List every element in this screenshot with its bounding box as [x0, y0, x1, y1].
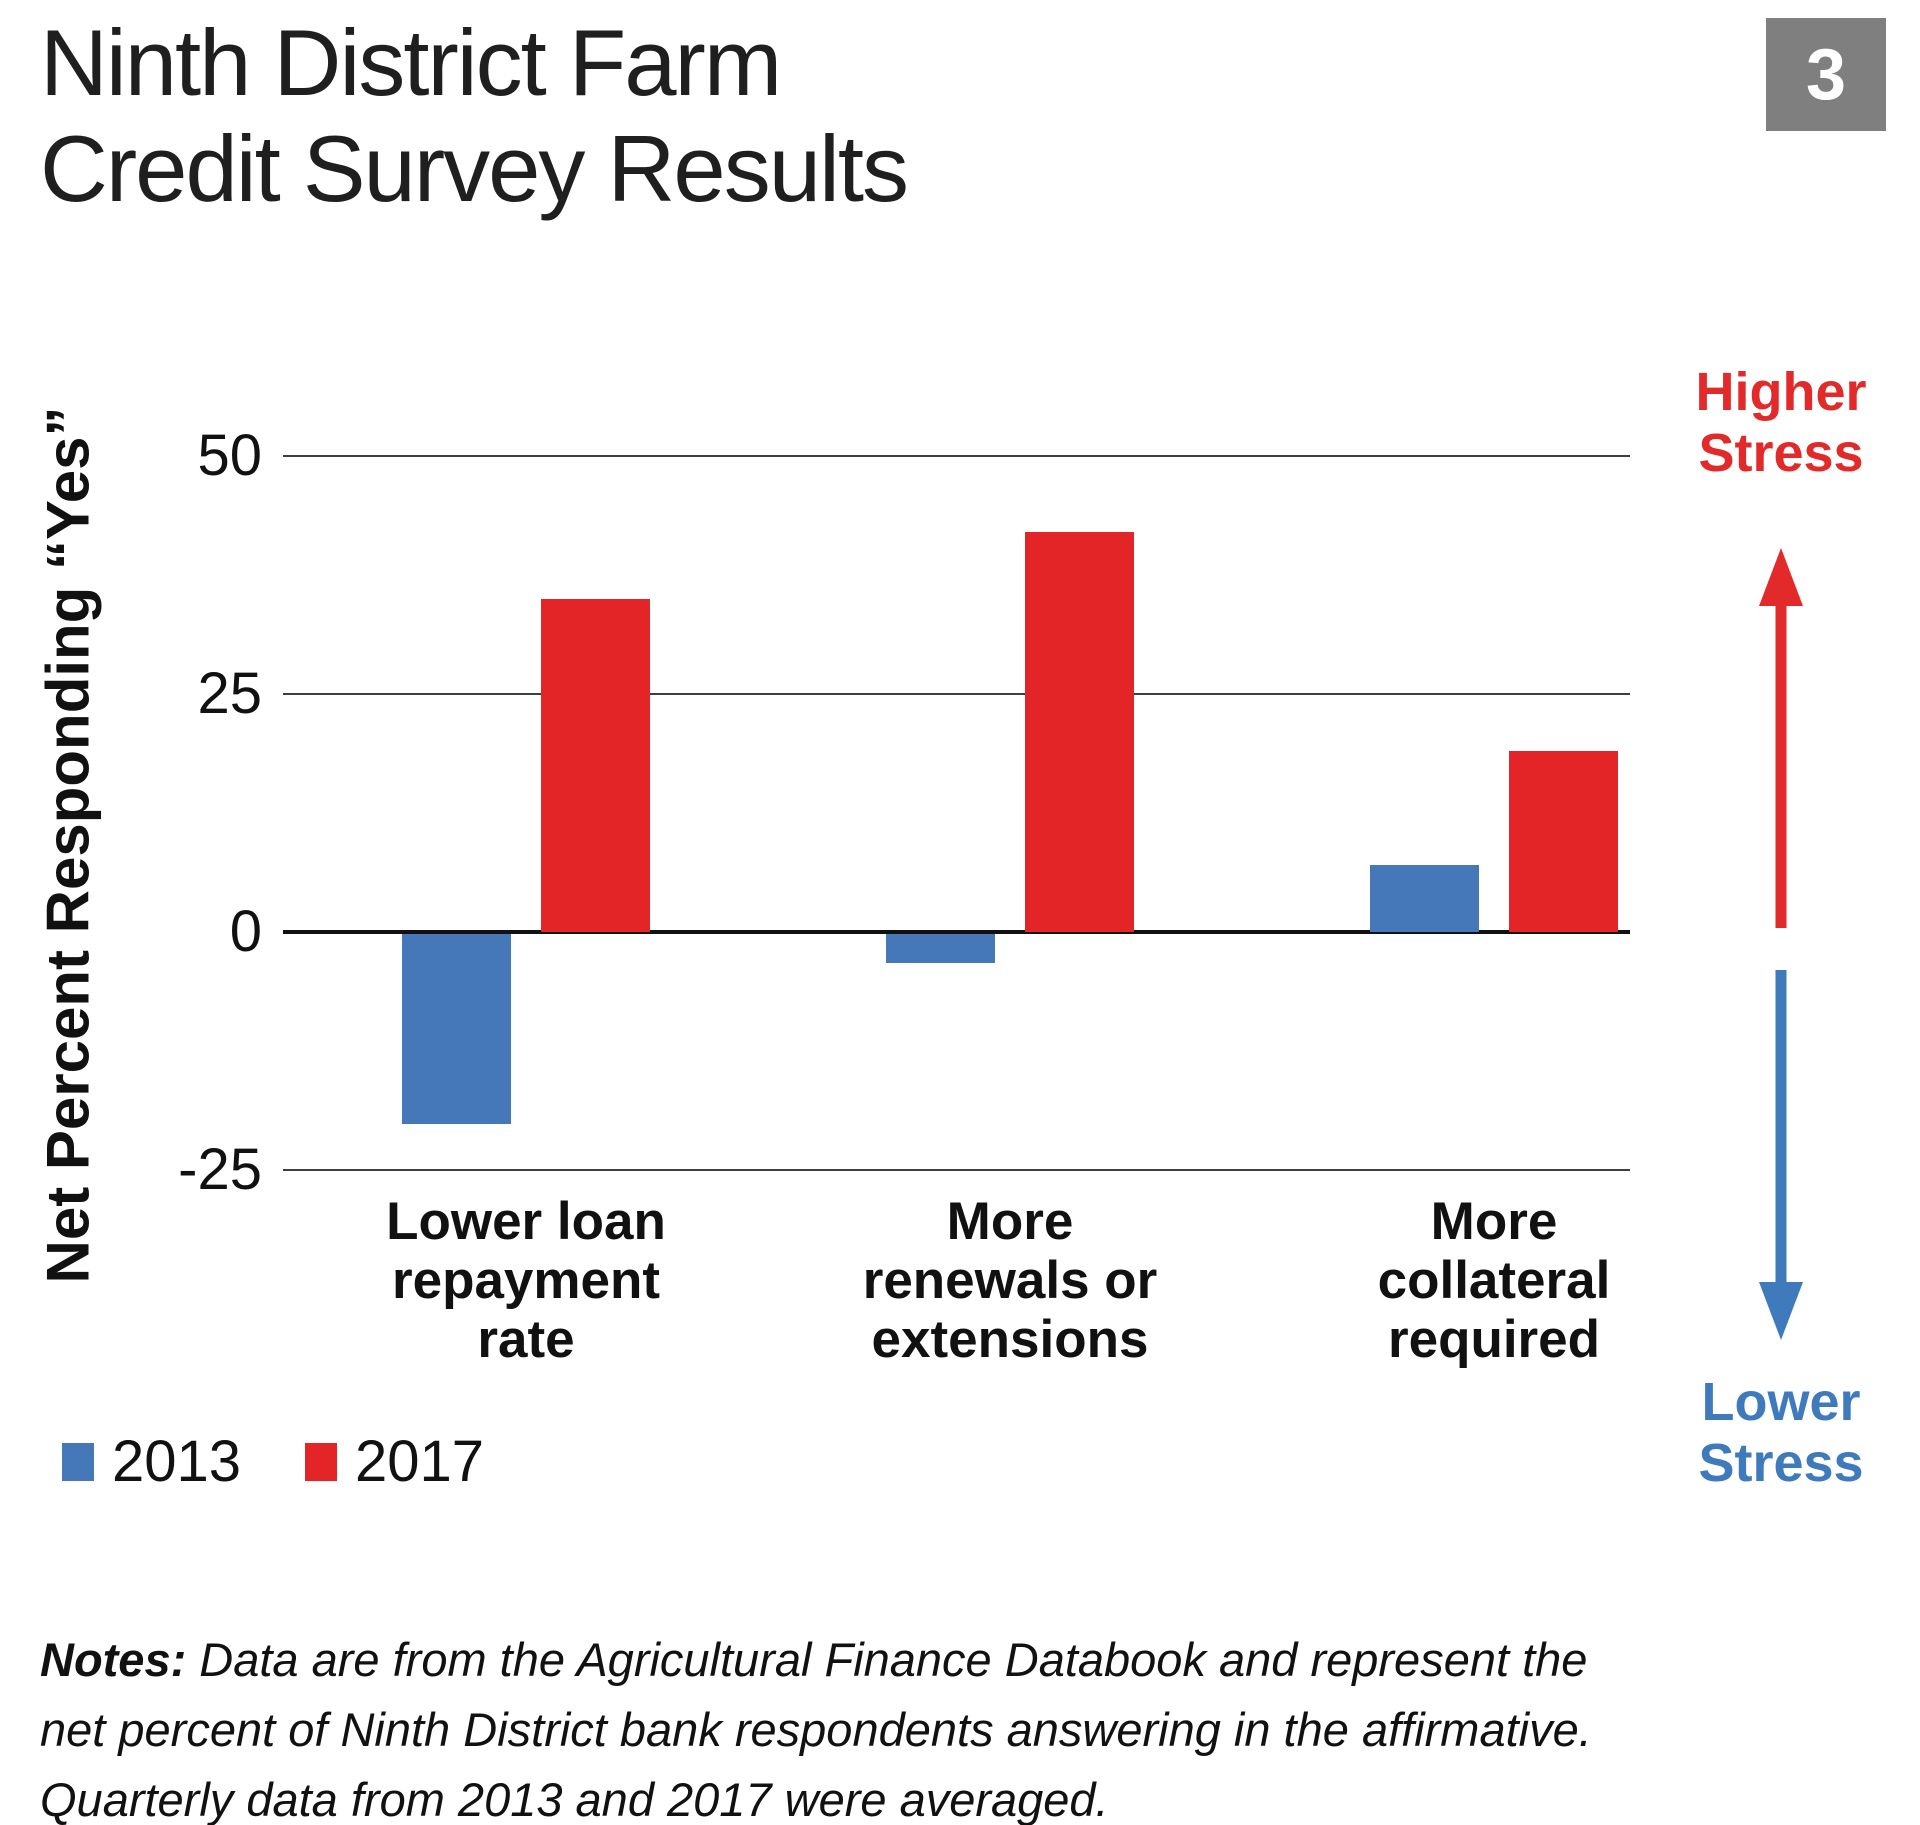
bar-2017-group2 — [1025, 532, 1134, 932]
page-title: Ninth District Farm Credit Survey Result… — [40, 10, 909, 222]
slide-number: 3 — [1805, 34, 1847, 115]
arrow-down-head — [1759, 1282, 1803, 1340]
lower-stress-arrow — [1759, 970, 1803, 1340]
category-label-line: collateral — [1377, 1251, 1611, 1310]
y-tick-25: 25 — [197, 661, 262, 726]
page-title-line2: Credit Survey Results — [40, 116, 909, 221]
y-tick-50: 50 — [197, 423, 262, 488]
bar-2013-group2 — [886, 934, 995, 963]
category-label-line: extensions — [871, 1310, 1149, 1369]
category-label-line: rate — [477, 1310, 575, 1369]
legend: 2013 2017 — [62, 1428, 484, 1495]
category-label-line: More — [1430, 1192, 1558, 1251]
notes: Notes: Data are from the Agricultural Fi… — [40, 1625, 1620, 1825]
category-label-line: More — [946, 1192, 1074, 1251]
bar-2017-group3 — [1509, 751, 1618, 932]
y-tick--25: -25 — [178, 1137, 262, 1202]
legend-label-2013: 2013 — [112, 1429, 242, 1494]
bar-2013-group1 — [402, 934, 511, 1125]
category-label-line: Lower loan — [386, 1192, 666, 1251]
gridline-25 — [283, 693, 1630, 695]
category-label-1: Lower loan repayment rate — [286, 1192, 766, 1369]
legend-swatch-2013 — [62, 1442, 94, 1481]
bar-2013-group3 — [1370, 865, 1479, 932]
legend-label-2017: 2017 — [355, 1429, 485, 1494]
gridline--25 — [283, 1169, 1630, 1171]
arrow-down-shaft — [1775, 970, 1787, 1286]
notes-text: Data are from the Agricultural Finance D… — [40, 1633, 1592, 1825]
arrow-up-shaft — [1775, 598, 1787, 928]
y-tick-0: 0 — [229, 899, 262, 964]
gridline-50 — [283, 455, 1630, 457]
legend-item-2013: 2013 — [62, 1428, 241, 1495]
category-label-line: repayment — [391, 1251, 661, 1310]
gridline-0 — [283, 930, 1630, 934]
category-label-line: required — [1387, 1310, 1601, 1369]
higher-stress-arrow — [1759, 548, 1803, 928]
lower-stress-label: Lower Stress — [1698, 1372, 1864, 1493]
slide-number-badge: 3 — [1766, 18, 1886, 131]
page-title-line1: Ninth District Farm — [40, 10, 782, 115]
category-label-2: More renewals or extensions — [770, 1192, 1250, 1369]
legend-swatch-2017 — [305, 1442, 338, 1481]
legend-item-2017: 2017 — [305, 1428, 484, 1495]
bar-2017-group1 — [541, 598, 650, 932]
higher-stress-label: Higher Stress — [1695, 362, 1867, 483]
category-label-line: renewals or — [862, 1251, 1158, 1310]
notes-prefix: Notes: — [40, 1633, 187, 1686]
arrow-up-head — [1759, 548, 1803, 606]
category-label-3: More collateral required — [1254, 1192, 1734, 1369]
